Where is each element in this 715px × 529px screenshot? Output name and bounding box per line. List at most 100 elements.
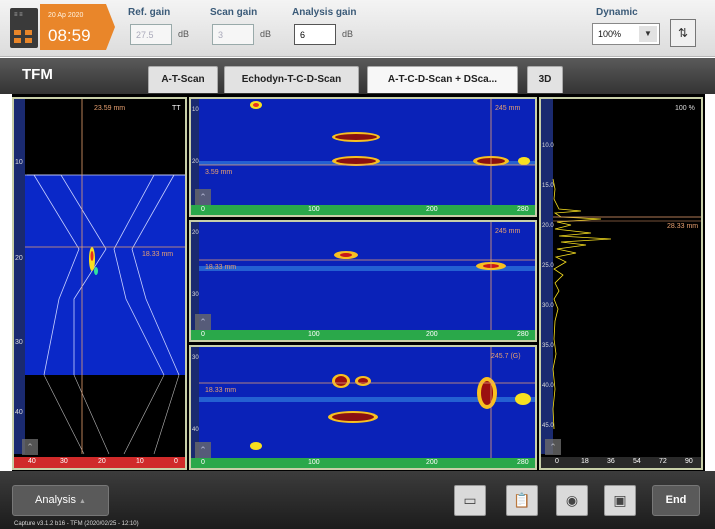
x-tick: 72: [659, 458, 667, 465]
indication-core: [332, 413, 374, 421]
corner-value: 245 mm: [495, 228, 521, 235]
y-tick: 10.0: [542, 143, 554, 149]
page-title: TFM: [22, 66, 53, 83]
clipboard-icon[interactable]: 📋: [506, 485, 538, 516]
x-tick: 30: [60, 458, 68, 465]
cscan-image: [199, 99, 535, 205]
tfm-view-area: 23.59 mm TT 18.33 mm 10 20 30 40 40 30 2…: [12, 94, 705, 471]
dynamic-select[interactable]: 100% ▼: [592, 23, 660, 45]
cursor-label: 18.33 mm: [205, 387, 237, 394]
indication-core: [340, 253, 352, 257]
x-tick: 280: [517, 459, 529, 466]
y-tick: 30.0: [542, 303, 554, 309]
y-scale-bar: [191, 222, 199, 330]
clock-date: 20 Ap 2020: [48, 12, 84, 19]
tab-a-t-c-d-scan-dscan[interactable]: A-T-C-D-Scan + DSca...: [367, 66, 518, 93]
indication-core: [358, 378, 368, 384]
x-tick: 0: [201, 331, 205, 338]
y-tick: 30: [15, 339, 23, 346]
corner-value: 245 mm: [495, 105, 521, 112]
x-tick: 280: [517, 206, 529, 213]
scan-gain-field[interactable]: 3: [212, 24, 254, 45]
y-tick: 40.0: [542, 383, 554, 389]
x-tick: 36: [607, 458, 615, 465]
x-scale-bar: [191, 330, 535, 340]
y-tick: 25.0: [542, 263, 554, 269]
save-icon[interactable]: ▣: [604, 485, 636, 516]
x-scale-bar: [191, 205, 535, 215]
y-tick: 10: [192, 107, 199, 113]
expand-icon[interactable]: ⌃: [22, 439, 38, 455]
x-tick: 0: [555, 458, 559, 465]
expand-icon[interactable]: ⌃: [195, 314, 211, 330]
cscan-panel-bottom[interactable]: 245.7 (G) 18.33 mm 30 40 0 100 200 280 ⌃: [189, 345, 537, 470]
cscan-panel-top[interactable]: 245 mm 3.59 mm 10 20 0 100 200 280 ⌃: [189, 97, 537, 217]
y-tick: 35.0: [542, 343, 554, 349]
indication-core: [335, 134, 377, 140]
scan-gain-unit: dB: [260, 29, 272, 39]
defect-tail: [94, 267, 98, 275]
backwall-band: [199, 397, 535, 402]
cursor-label: 3.59 mm: [205, 169, 233, 176]
expand-icon[interactable]: ⌃: [545, 439, 561, 455]
camera-icon[interactable]: ◉: [556, 485, 588, 516]
tfm-image-panel[interactable]: 23.59 mm TT 18.33 mm 10 20 30 40 40 30 2…: [12, 97, 187, 470]
x-tick: 100: [308, 206, 320, 213]
x-scale-bar: [191, 458, 535, 468]
tab-3d[interactable]: 3D: [527, 66, 563, 93]
y-tick: 40: [15, 409, 23, 416]
y-tick: 30: [192, 355, 199, 361]
indication-core: [481, 381, 493, 405]
dynamic-value: 100%: [598, 29, 622, 39]
analysis-gain-label: Analysis gain: [292, 7, 357, 18]
x-tick: 200: [426, 206, 438, 213]
cursor-value: 28.33 mm: [667, 223, 699, 230]
end-button[interactable]: End: [652, 485, 700, 516]
x-tick: 20: [98, 458, 106, 465]
expand-icon[interactable]: ⌃: [195, 442, 211, 458]
indication: [518, 157, 530, 165]
y-tick: 20: [15, 255, 23, 262]
x-tick: 54: [633, 458, 641, 465]
analysis-gain-field[interactable]: 6: [294, 24, 336, 45]
battery-icon: ≡ ≡: [10, 8, 38, 48]
y-tick: 20.0: [542, 223, 554, 229]
cursor-depth-label: 18.33 mm: [142, 251, 174, 258]
ref-gain-field[interactable]: 27.5: [130, 24, 172, 45]
y-scale-bar: [191, 347, 199, 458]
chevron-up-icon: ▲: [79, 498, 86, 505]
x-tick: 280: [517, 331, 529, 338]
indication: [250, 442, 262, 450]
tab-echodyn-t-c-d-scan[interactable]: Echodyn-T-C-D-Scan: [224, 66, 359, 93]
x-tick: 0: [201, 206, 205, 213]
x-tick: 0: [201, 459, 205, 466]
analysis-button[interactable]: Analysis ▲: [12, 485, 109, 516]
sort-arrows-icon[interactable]: ⇅: [670, 19, 696, 47]
chevron-down-icon[interactable]: ▼: [639, 26, 657, 42]
corner-tag: TT: [172, 105, 181, 112]
indication-core: [336, 158, 376, 164]
title-bar: TFM A-T-Scan Echodyn-T-C-D-Scan A-T-C-D-…: [0, 58, 715, 94]
y-tick: 15.0: [542, 183, 554, 189]
x-tick: 100: [308, 459, 320, 466]
cscan-image: [199, 222, 535, 330]
x-tick: 200: [426, 331, 438, 338]
analysis-gain-unit: dB: [342, 29, 354, 39]
cursor-label: 18.33 mm: [205, 264, 237, 271]
y-tick: 30: [192, 292, 199, 298]
ref-gain-unit: dB: [178, 29, 190, 39]
ref-gain-label: Ref. gain: [128, 7, 171, 18]
ascan-panel[interactable]: 100 % 28.33 mm 10.0 15.0 20.0 25.0 30.0 …: [539, 97, 703, 470]
layout-icon[interactable]: ▭: [454, 485, 486, 516]
y-tick: 40: [192, 427, 199, 433]
analysis-label: Analysis: [35, 494, 76, 506]
x-tick: 10: [136, 458, 144, 465]
cscan-panel-middle[interactable]: 245 mm 18.33 mm 20 30 0 100 200 280 ⌃: [189, 220, 537, 342]
x-tick: 18: [581, 458, 589, 465]
tab-a-t-scan[interactable]: A-T-Scan: [148, 66, 218, 93]
y-tick: 20: [192, 159, 199, 165]
indication-core: [335, 376, 347, 386]
expand-icon[interactable]: ⌃: [195, 189, 211, 205]
scan-gain-label: Scan gain: [210, 7, 258, 18]
